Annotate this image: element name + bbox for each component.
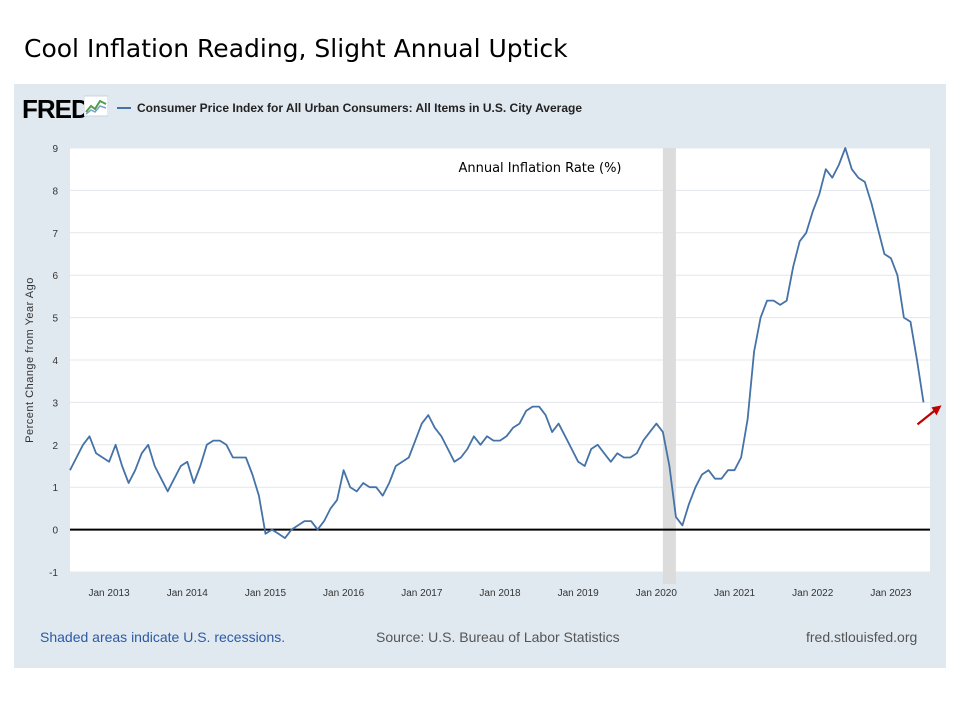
chart-legend: Consumer Price Index for All Urban Consu… bbox=[117, 101, 582, 115]
x-tick-label: Jan 2022 bbox=[792, 588, 834, 599]
recession-shading bbox=[662, 148, 676, 584]
x-tick-label: Jan 2018 bbox=[479, 588, 521, 599]
y-tick-label: 5 bbox=[52, 314, 58, 325]
y-tick-label: 1 bbox=[52, 483, 58, 494]
y-tick-label: 0 bbox=[52, 526, 58, 537]
fred-chart-panel: FRED Consumer Price Index for All Urban … bbox=[14, 84, 946, 668]
y-axis-ticks: -1 0 1 2 3 4 5 6 7 8 9 bbox=[49, 144, 58, 579]
x-tick-label: Jan 2019 bbox=[558, 588, 600, 599]
x-tick-label: Jan 2017 bbox=[401, 588, 443, 599]
y-tick-label: 9 bbox=[52, 144, 58, 155]
fred-url: fred.stlouisfed.org bbox=[806, 629, 918, 645]
x-tick-label: Jan 2021 bbox=[714, 588, 756, 599]
legend-series-name: Consumer Price Index for All Urban Consu… bbox=[137, 101, 582, 115]
fred-logo: FRED bbox=[22, 94, 90, 124]
x-tick-label: Jan 2020 bbox=[636, 588, 678, 599]
chart-title: Annual Inflation Rate (%) bbox=[458, 161, 621, 176]
x-tick-label: Jan 2013 bbox=[89, 588, 131, 599]
y-tick-label: 2 bbox=[52, 441, 58, 452]
legend-swatch bbox=[117, 107, 131, 109]
fred-chart-icon bbox=[84, 95, 108, 117]
recession-band bbox=[662, 148, 676, 584]
arrow-head bbox=[931, 405, 942, 416]
x-axis-ticks: Jan 2013 Jan 2014 Jan 2015 Jan 2016 Jan 2017… bbox=[89, 588, 912, 599]
y-tick-label: 4 bbox=[52, 356, 58, 367]
source-note: Source: U.S. Bureau of Labor Statistics bbox=[376, 629, 620, 645]
x-tick-label: Jan 2015 bbox=[245, 588, 287, 599]
y-tick-label: 3 bbox=[52, 398, 58, 409]
x-tick-label: Jan 2016 bbox=[323, 588, 365, 599]
recession-note: Shaded areas indicate U.S. recessions. bbox=[40, 629, 286, 645]
y-tick-label: 6 bbox=[52, 271, 58, 282]
x-tick-label: Jan 2014 bbox=[167, 588, 209, 599]
x-tick-label: Jan 2023 bbox=[870, 588, 912, 599]
y-tick-label: 8 bbox=[52, 186, 58, 197]
y-tick-label: -1 bbox=[49, 568, 58, 579]
y-tick-label: 7 bbox=[52, 229, 58, 240]
series-line-cpi bbox=[69, 147, 925, 539]
annotation-arrow bbox=[916, 405, 942, 426]
y-axis-label: Percent Change from Year Ago bbox=[24, 277, 36, 443]
slide-title: Cool Inflation Reading, Slight Annual Up… bbox=[24, 34, 568, 63]
